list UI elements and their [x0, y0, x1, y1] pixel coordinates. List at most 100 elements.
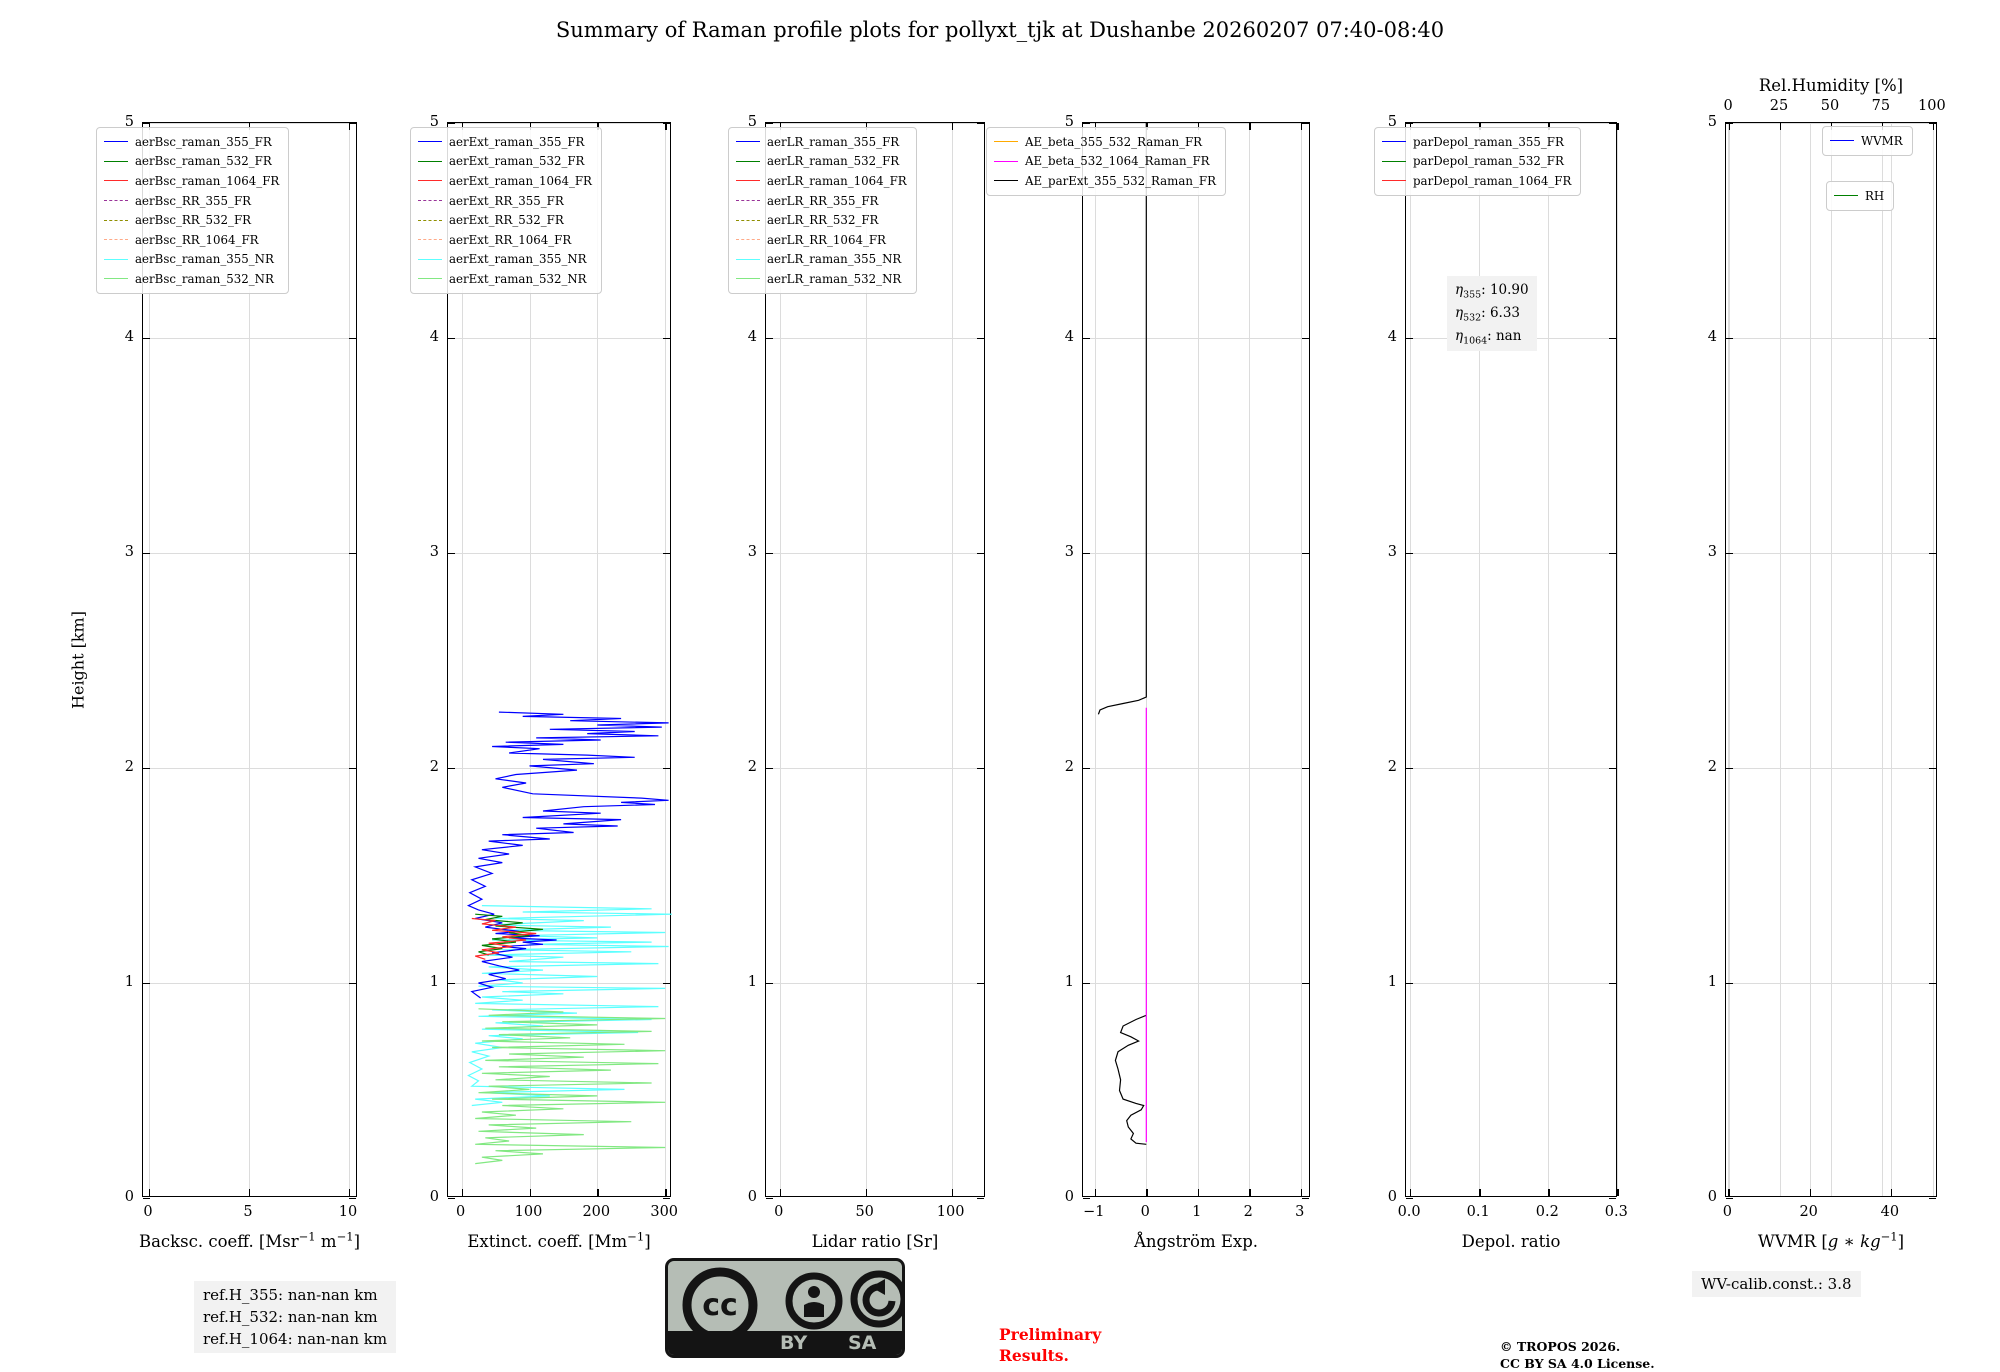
y-tickmark	[448, 1198, 455, 1200]
legend-entry: AE_beta_355_532_Raman_FR	[994, 132, 1216, 152]
y-tickmark-right	[1609, 553, 1616, 555]
legend-entry-label: AE_parExt_355_532_Raman_FR	[1025, 173, 1216, 188]
x-gridline	[1479, 123, 1481, 1196]
legend-line-sample	[994, 180, 1018, 182]
legend-entry-label: aerBsc_raman_355_FR	[135, 134, 272, 149]
y-tick-label: 2	[124, 759, 134, 775]
y-gridline	[766, 768, 984, 769]
series-aerExt_raman_1064_FR	[471, 917, 537, 960]
legend-entry: aerExt_raman_532_FR	[418, 152, 592, 172]
ref-height-1064: ref.H_1064: nan-nan km	[203, 1330, 388, 1348]
x-tickmark	[1617, 1189, 1619, 1196]
legend-entry-label: aerExt_RR_355_FR	[449, 193, 564, 208]
x-tickmark	[249, 1189, 251, 1196]
top-x-gridline	[1881, 123, 1883, 1196]
eta-line: η1064: nan	[1455, 325, 1529, 348]
x-tickmark-top	[1249, 123, 1251, 130]
legend-entry-label: aerExt_RR_532_FR	[449, 213, 564, 228]
x-tick-label: 100	[936, 1204, 965, 1220]
y-tickmark-right	[977, 768, 984, 770]
y-tick-label: 0	[747, 1189, 757, 1205]
legend-depol: parDepol_raman_355_FR parDepol_raman_532_…	[1374, 127, 1582, 196]
x-tickmark-top	[1094, 123, 1097, 130]
series-aerExt_raman_355_NR	[467, 905, 673, 1107]
legend-entry-label: aerExt_raman_1064_FR	[449, 173, 592, 188]
legend-entry: aerBsc_raman_355_NR	[104, 250, 279, 270]
legend-entry: aerExt_raman_532_NR	[418, 269, 592, 289]
y-tickmark	[766, 123, 773, 125]
y-tickmark-right	[663, 1198, 670, 1200]
y-tick-label: 3	[1064, 544, 1074, 560]
y-gridline	[1083, 983, 1309, 984]
x-tickmark	[1479, 1189, 1481, 1196]
legend-entry-label: aerLR_RR_355_FR	[767, 193, 879, 208]
x-gridline	[349, 123, 350, 1196]
y-tickmark	[1726, 768, 1733, 770]
x-tickmark	[1197, 1189, 1200, 1196]
x-axis-title: Depol. ratio	[1462, 1232, 1561, 1251]
x-tickmark	[1728, 1189, 1730, 1196]
y-tick-label: 0	[1707, 1189, 1717, 1205]
x-tick-label: 1	[1192, 1204, 1202, 1220]
x-tickmark	[149, 1189, 151, 1196]
top-x-gridline	[1932, 123, 1934, 1196]
wv-calibration-note: WV-calib.const.: 3.8	[1692, 1271, 1861, 1297]
eta-value: : 10.90	[1481, 282, 1529, 298]
y-tickmark-right	[1929, 1198, 1936, 1200]
x-tick-label: 0.1	[1466, 1204, 1490, 1220]
y-tickmark	[766, 1198, 773, 1200]
y-tickmark	[1406, 553, 1413, 555]
x-tickmark-top	[1197, 123, 1200, 130]
x-gridline	[665, 123, 667, 1196]
legend-entry-label: aerBsc_RR_532_FR	[135, 213, 252, 228]
legend-entry-label: aerLR_RR_532_FR	[767, 213, 879, 228]
y-tickmark-right	[1929, 768, 1936, 770]
y-tickmark-right	[349, 983, 356, 985]
legend-entry: aerLR_raman_355_NR	[736, 250, 907, 270]
series-aerExt_raman_355_FR	[466, 711, 669, 999]
share-alike-icon	[850, 1270, 902, 1328]
label-part: Depol. ratio	[1461, 1232, 1561, 1251]
legend-entry: aerLR_raman_355_FR	[736, 132, 907, 152]
legend-line-sample	[994, 141, 1018, 143]
x-tick-label: 40	[1880, 1204, 1900, 1220]
y-tickmark-right	[1302, 1198, 1309, 1200]
y-tickmark	[448, 768, 455, 770]
x-tickmark-top	[779, 123, 782, 130]
y-tickmark	[1726, 338, 1733, 340]
y-tickmark-right	[977, 553, 984, 555]
cc-sa-label: SA	[848, 1332, 877, 1354]
y-tickmark-right	[663, 553, 670, 555]
y-gridline	[1406, 123, 1616, 124]
y-tick-label: 4	[747, 329, 757, 345]
legend-entry: aerBsc_RR_532_FR	[104, 210, 279, 230]
x-tickmark	[461, 1189, 463, 1196]
y-tick-label: 1	[1707, 974, 1717, 990]
series-AE_parExt_355_532_Raman_FR_upper	[1097, 123, 1147, 715]
legend-entry-label: aerExt_raman_532_NR	[449, 271, 587, 286]
legend-line-sample	[736, 258, 760, 260]
label-part: Extinct. coeff. [Mm	[467, 1232, 628, 1251]
x-tickmark-top	[597, 123, 599, 130]
y-gridline	[448, 983, 670, 984]
y-tick-label: 5	[1387, 114, 1397, 130]
x-gridline	[1249, 123, 1251, 1196]
legend-line-sample	[418, 219, 442, 221]
y-gridline	[766, 553, 984, 554]
x-axis-title: WVMR [g ∗ kg−1]	[1758, 1231, 1904, 1251]
x-tick-label: 5	[243, 1204, 253, 1220]
legend-entry: aerExt_raman_355_FR	[418, 132, 592, 152]
cc-badge-icons: cc	[682, 1267, 902, 1343]
y-gridline	[766, 123, 984, 124]
x-gridline	[1410, 123, 1412, 1196]
y-tickmark-right	[663, 338, 670, 340]
y-tick-label: 5	[1707, 114, 1717, 130]
y-tickmark	[1406, 983, 1413, 985]
legend-entry: AE_beta_532_1064_Raman_FR	[994, 152, 1216, 172]
y-tickmark	[143, 338, 150, 340]
x-tick-label: 0.0	[1397, 1204, 1421, 1220]
legend-entry-label: aerBsc_raman_355_NR	[135, 252, 274, 267]
legend-line-sample	[1830, 140, 1854, 142]
y-tick-label: 5	[124, 114, 134, 130]
y-gridline	[766, 338, 984, 339]
